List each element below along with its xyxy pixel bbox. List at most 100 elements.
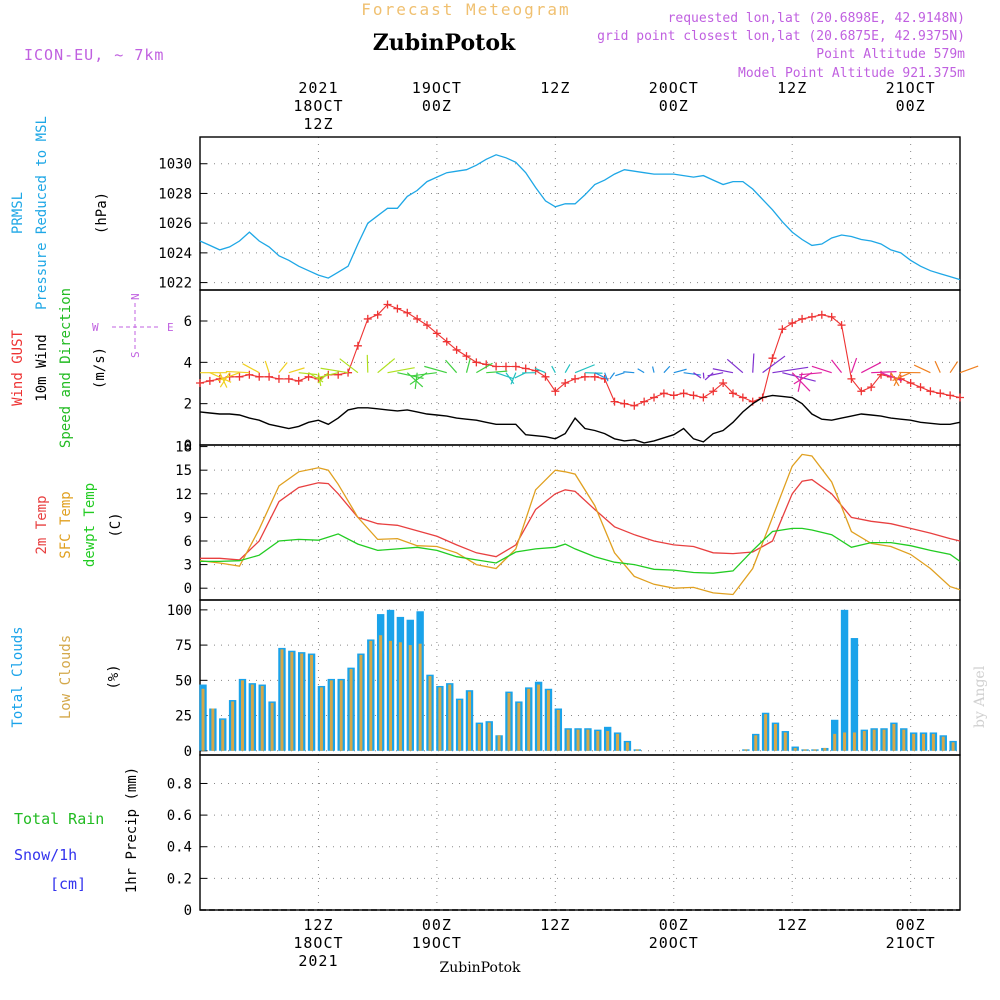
low-cloud-bar — [823, 747, 827, 751]
low-cloud-bar — [349, 669, 353, 751]
gust-marker — [531, 366, 540, 375]
low-cloud-bar — [497, 735, 501, 751]
wind-panel: 0 2 4 6 — [184, 289, 979, 454]
wind-dir-arrow — [264, 360, 270, 373]
gust-marker — [659, 389, 668, 398]
wind-dir-arrow — [791, 372, 811, 392]
precip-unit: 1hr Precip (mm) — [124, 767, 140, 893]
wind-dir-arrow — [387, 367, 415, 374]
wind-dir-arrow — [219, 372, 228, 388]
low-cloud-bar — [329, 680, 333, 751]
model-name: ICON-EU, ~ 7km — [24, 46, 164, 64]
compass-s: S — [129, 351, 142, 358]
bottomlabels-label: 18OCT — [293, 934, 343, 952]
wind-dir-arrow — [411, 372, 437, 377]
low-cloud-bar — [211, 708, 215, 751]
pressure-frame — [199, 136, 961, 291]
precip-side-labels: Total Rain Snow/1h [cm] 1hr Precip (mm) — [14, 767, 140, 893]
gust-marker — [630, 401, 639, 410]
wind-dir-arrow — [850, 357, 858, 373]
compass-e: E — [167, 321, 174, 334]
clouds-ytick-label-1: 25 — [175, 709, 192, 725]
toplabels-label: 12Z — [303, 115, 333, 133]
gust-marker — [511, 362, 520, 371]
low-cloud-bar — [448, 684, 452, 751]
clouds-ytick-label-2: 50 — [175, 673, 192, 689]
wind-dir-arrow — [861, 361, 882, 374]
low-cloud-bar — [833, 733, 837, 751]
cloud-unit: (%) — [106, 664, 122, 689]
low-cloud-bar — [596, 731, 600, 751]
wind-dir-arrow — [339, 358, 359, 374]
gust-marker — [196, 379, 204, 387]
wind-unit: (m/s) — [92, 347, 108, 389]
gust-marker — [363, 314, 372, 323]
gust-marker — [551, 387, 560, 396]
pressure-label-1: PRMSL — [10, 192, 26, 234]
wind-dir-arrow — [225, 370, 250, 374]
low-cloud-bar — [843, 732, 847, 751]
gust-marker — [738, 393, 747, 402]
gust-marker — [640, 397, 649, 406]
gust-marker — [798, 314, 807, 323]
temp-line-1 — [199, 453, 961, 596]
precip-ytick-label-3: 0.6 — [167, 808, 192, 824]
low-cloud-bar — [359, 654, 363, 751]
wind-dir-arrow — [637, 368, 645, 374]
low-cloud-bar — [922, 733, 925, 751]
wind-dir-arrow — [288, 367, 305, 374]
low-cloud-bar — [892, 724, 896, 751]
precip-legend-snow: Snow/1h — [14, 846, 77, 864]
gust-marker — [462, 352, 471, 361]
gust-marker — [501, 362, 510, 371]
wind-side-labels: Wind GUST 10m Wind Speed and Direction (… — [10, 288, 174, 448]
gust-marker — [492, 362, 501, 371]
wind-dir-arrow — [209, 372, 232, 383]
wind-speed-line — [199, 394, 961, 444]
low-cloud-bar — [231, 701, 235, 751]
pressure-panel: 1022 1024 1026 1028 1030 — [158, 136, 961, 292]
low-cloud-bar — [635, 749, 639, 751]
low-cloud-bar — [369, 640, 373, 751]
wind-dir-arrow — [486, 370, 508, 374]
wind-dir-arrow — [298, 372, 318, 376]
wind-dir-arrow — [406, 372, 424, 388]
low-cloud-bar — [566, 729, 570, 751]
gust-marker — [689, 391, 698, 400]
wind-dir-arrow — [317, 372, 322, 387]
wind-dir-arrow — [609, 372, 616, 380]
low-cloud-bar — [527, 688, 531, 751]
compass-n: N — [129, 293, 142, 300]
clouds-ytick-label-0: 0 — [184, 744, 192, 760]
low-cloud-bar — [379, 635, 383, 751]
precip-legend-rain: Total Rain — [14, 810, 104, 828]
low-cloud-bar — [438, 687, 442, 751]
temp-ytick-label-2: 6 — [184, 534, 192, 550]
low-cloud-bar — [803, 749, 807, 751]
low-cloud-bar — [556, 709, 560, 751]
low-cloud-bar — [250, 684, 254, 751]
low-cloud-bar — [606, 731, 610, 751]
low-cloud-bar — [310, 654, 314, 751]
bottomlabels-label: 00Z — [896, 916, 926, 934]
low-cloud-bar — [744, 749, 748, 751]
low-cloud-bar — [882, 729, 886, 751]
wind-label-3: Speed and Direction — [58, 288, 74, 448]
wind-dir-arrow — [712, 368, 734, 374]
wind-dir-arrow — [651, 366, 655, 373]
temp-line-0 — [200, 478, 961, 561]
wind-dir-arrow — [594, 372, 608, 380]
gust-marker — [719, 379, 728, 387]
wind-dir-arrow — [604, 372, 609, 382]
pressure-unit: (hPa) — [94, 192, 110, 234]
wind-dir-arrow — [320, 367, 349, 374]
gust-marker — [709, 387, 718, 396]
gust-marker — [728, 389, 737, 398]
cloud-side-labels: Total Clouds Low Clouds (%) — [10, 626, 122, 727]
gust-marker — [561, 379, 570, 387]
wind-dir-arrow — [726, 358, 744, 374]
toplabels-label: 00Z — [422, 97, 452, 115]
low-cloud-bar — [319, 687, 323, 751]
bottomlabels-label: 2021 — [298, 952, 338, 970]
